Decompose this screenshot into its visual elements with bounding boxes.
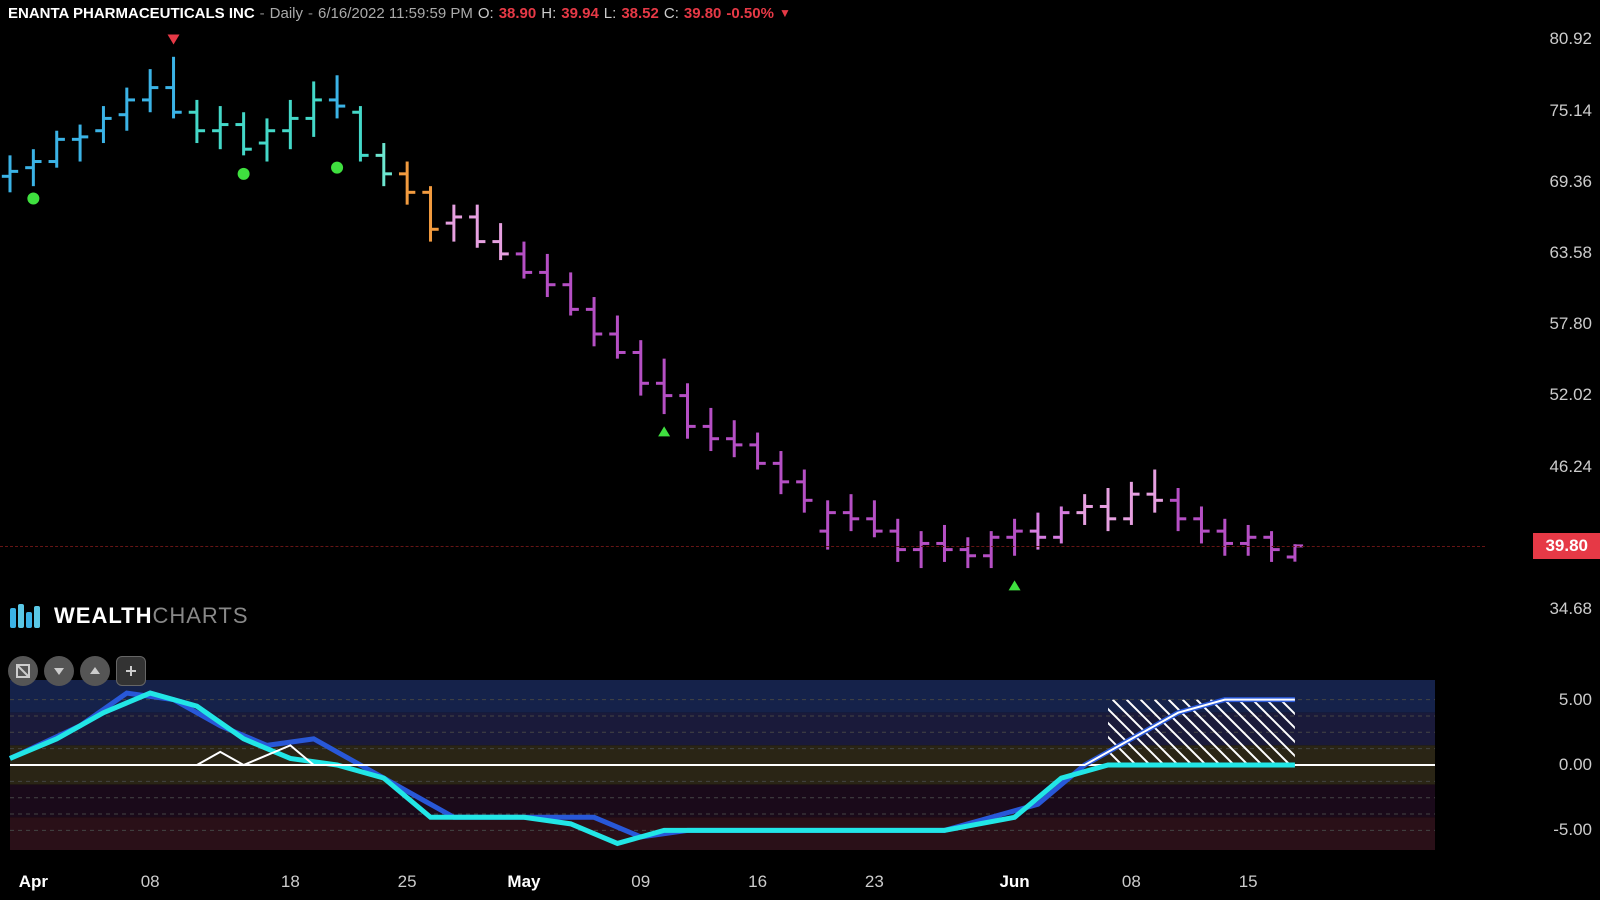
indicator-panel[interactable]: [0, 650, 1485, 860]
time-tick: 25: [398, 872, 417, 892]
open-value: 38.90: [499, 5, 537, 22]
down-arrow-icon: ▼: [779, 6, 791, 20]
time-tick: 09: [631, 872, 650, 892]
watermark: WEALTHCHARTS: [8, 600, 249, 632]
price-tick: 34.68: [1549, 599, 1592, 619]
indicator-toolbar: [8, 656, 146, 686]
price-tick: 52.02: [1549, 385, 1592, 405]
time-tick: Apr: [19, 872, 48, 892]
price-axis: 80.92 75.14 69.36 63.58 57.80 52.02 46.24 34.68…: [1485, 26, 1600, 642]
close-value: 39.80: [684, 5, 722, 22]
price-tick: 63.58: [1549, 243, 1592, 263]
low-value: 38.52: [621, 5, 659, 22]
time-tick: Jun: [999, 872, 1029, 892]
time-tick: 08: [141, 872, 160, 892]
collapse-down-icon[interactable]: [44, 656, 74, 686]
high-value: 39.94: [561, 5, 599, 22]
change-pct: -0.50%: [726, 5, 774, 22]
price-tick: 80.92: [1549, 29, 1592, 49]
chart-header: ENANTA PHARMACEUTICALS INC - Daily - 6/1…: [0, 0, 1600, 26]
wealthcharts-logo-icon: [8, 600, 46, 632]
time-tick: 08: [1122, 872, 1141, 892]
price-tick: 46.24: [1549, 457, 1592, 477]
add-study-icon[interactable]: [116, 656, 146, 686]
timeframe: Daily: [270, 5, 303, 22]
time-axis: Apr 08 18 25 May 09 16 23 Jun 08 15: [0, 860, 1485, 900]
time-tick: May: [507, 872, 540, 892]
collapse-up-icon[interactable]: [80, 656, 110, 686]
indicator-tick: 0.00: [1559, 755, 1592, 775]
indicator-tick: -5.00: [1553, 820, 1592, 840]
indicator-settings-icon[interactable]: [8, 656, 38, 686]
current-price-line: [0, 546, 1485, 547]
datetime: 6/16/2022 11:59:59 PM: [318, 5, 473, 22]
time-tick: 15: [1239, 872, 1258, 892]
symbol-name: ENANTA PHARMACEUTICALS INC: [8, 5, 255, 22]
indicator-axis: 5.00 0.00 -5.00: [1485, 650, 1600, 860]
price-tick: 57.80: [1549, 314, 1592, 334]
current-price-marker: 39.80: [1533, 533, 1600, 559]
price-chart[interactable]: WEALTHCHARTS: [0, 26, 1485, 642]
indicator-tick: 5.00: [1559, 690, 1592, 710]
price-tick: 75.14: [1549, 101, 1592, 121]
price-tick: 69.36: [1549, 172, 1592, 192]
time-tick: 18: [281, 872, 300, 892]
time-tick: 23: [865, 872, 884, 892]
time-tick: 16: [748, 872, 767, 892]
